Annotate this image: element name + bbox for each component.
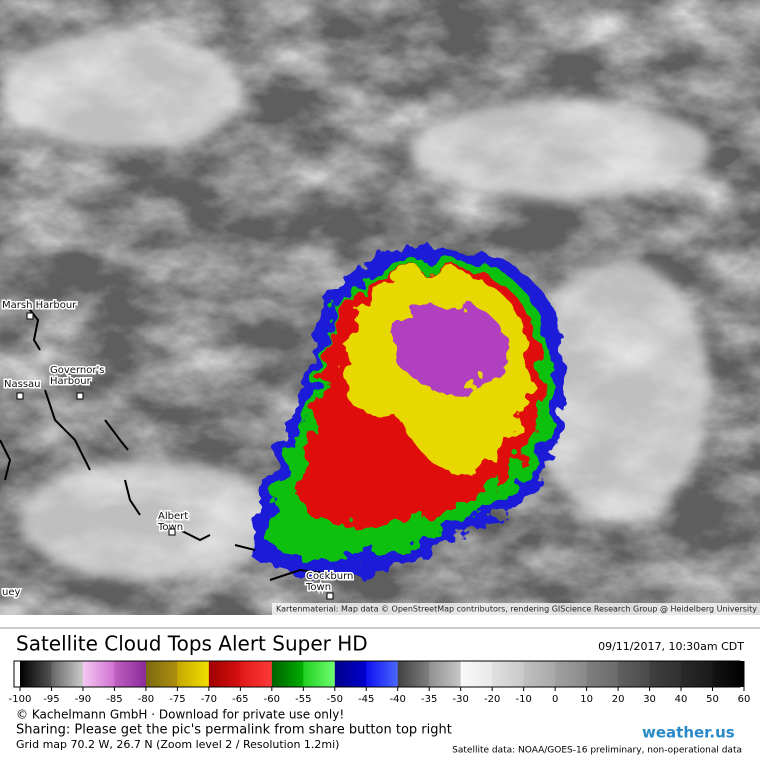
scale-tick-label: -70 (201, 694, 217, 705)
scale-tick-label: 10 (580, 694, 593, 705)
scale-frame (13, 660, 741, 688)
map-attribution: Kartenmaterial: Map data © OpenStreetMap… (276, 605, 757, 614)
scale-segment (334, 661, 367, 687)
scale-tick-label: -20 (484, 694, 500, 705)
copyright: © Kachelmann GmbH · Download for private… (16, 708, 344, 722)
data-source: Satellite data: NOAA/GOES-16 preliminary… (452, 746, 742, 756)
scale-segment (712, 661, 745, 687)
scale-segment (240, 661, 273, 687)
scale-segment (271, 661, 304, 687)
scale-tick-label: -45 (358, 694, 374, 705)
place-label: Cockburn (306, 571, 353, 582)
scale-tick-label: -85 (106, 694, 122, 705)
place-marker (16, 392, 24, 400)
scale-tick-label: -55 (295, 694, 311, 705)
scale-tick-label: 60 (738, 694, 751, 705)
scale-segment (649, 661, 682, 687)
scale-tick-label: -30 (453, 694, 469, 705)
place: Marsh Harbour (1, 299, 79, 320)
place-label: Harbour (50, 376, 92, 387)
scale-segment (681, 661, 714, 687)
brand-logo[interactable]: weather.us (642, 724, 735, 742)
satellite-image: Kartenmaterial: Map data © OpenStreetMap… (0, 0, 760, 615)
place-label: Albert (158, 511, 188, 522)
place: Nassau (3, 378, 42, 400)
scale-segment (208, 661, 241, 687)
coastline (0, 309, 341, 581)
scale-tick-label: -80 (138, 694, 154, 705)
sharing-note: Sharing: Please get the pic's permalink … (16, 723, 452, 738)
scale-tick-label: -65 (232, 694, 248, 705)
scale-segment (555, 661, 588, 687)
place-label: Governor's (50, 365, 104, 376)
scale-segment (51, 661, 84, 687)
scale-segment (20, 661, 52, 687)
scale-segment (429, 661, 462, 687)
scale-tick-label: -10 (515, 694, 531, 705)
scale-tick-label: -50 (327, 694, 343, 705)
scale-tick-label: 40 (675, 694, 688, 705)
scale-segment (460, 661, 493, 687)
scale-tick-label: 50 (706, 694, 719, 705)
scale-segment (82, 661, 115, 687)
grid-info: Grid map 70.2 W, 26.7 N (Zoom level 2 / … (16, 738, 339, 751)
place: uey (1, 586, 22, 600)
datetime: 09/11/2017, 10:30am CDT (598, 640, 744, 653)
scale-tick-label: 30 (643, 694, 656, 705)
scale-segment (303, 661, 336, 687)
place-marker (168, 528, 176, 536)
scale-tick-label: -35 (421, 694, 437, 705)
scale-tick-label: -100 (9, 694, 32, 705)
place-label: uey (2, 587, 20, 598)
scale-tick-label: -90 (75, 694, 91, 705)
title: Satellite Cloud Tops Alert Super HD (16, 632, 368, 656)
scale-tick-label: -95 (43, 694, 59, 705)
scale-tick-label: -40 (390, 694, 406, 705)
place-marker (26, 312, 34, 320)
color-scale: -100 -95 -90 -85 -80 -75 -70 -65 -60 -55 -50 -45 -40… (9, 660, 751, 705)
scale-segment (177, 661, 210, 687)
place-label: Town (305, 582, 331, 593)
scale-tick-label: -60 (264, 694, 280, 705)
scale-segment (397, 661, 430, 687)
scale-segment (114, 661, 147, 687)
storm (250, 247, 566, 579)
place-marker (76, 392, 84, 400)
place-label: Town (157, 522, 183, 533)
scale-segment (586, 661, 619, 687)
scale-tick-label: 0 (552, 694, 558, 705)
scale-segment (492, 661, 525, 687)
place-label: Marsh Harbour (2, 300, 77, 311)
scale-segment (145, 661, 178, 687)
scale-tick-label: 20 (612, 694, 625, 705)
scale-tick-label: -75 (169, 694, 185, 705)
place-marker (326, 592, 334, 600)
scale-segment (523, 661, 556, 687)
place-label: Nassau (4, 379, 41, 390)
scale-segment (618, 661, 651, 687)
scale-segment (366, 661, 399, 687)
